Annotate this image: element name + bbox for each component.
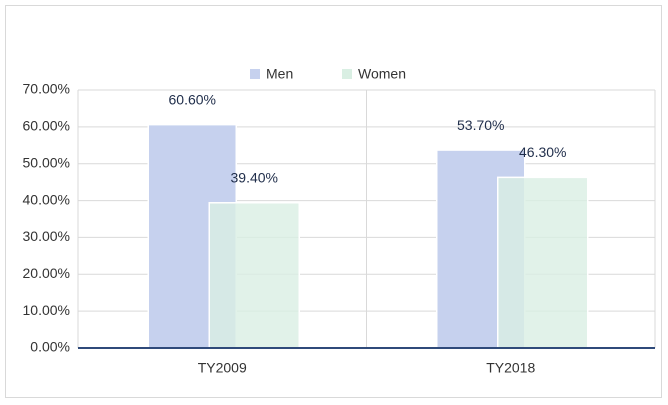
y-tick-label: 30.00%: [23, 228, 70, 244]
y-tick-label: 10.00%: [23, 302, 70, 318]
legend-swatch: [342, 69, 352, 79]
y-tick-label: 40.00%: [23, 191, 70, 207]
y-tick-label: 60.00%: [23, 118, 70, 134]
x-tick-label: TY2018: [486, 360, 535, 376]
y-tick-label: 0.00%: [30, 339, 70, 355]
y-tick-label: 20.00%: [23, 265, 70, 281]
data-label: 46.30%: [519, 144, 566, 160]
data-label: 60.60%: [169, 91, 216, 107]
bar: [497, 176, 589, 349]
legend-label: Men: [266, 66, 293, 82]
y-tick-label: 70.00%: [23, 81, 70, 97]
data-label: 53.70%: [457, 117, 504, 133]
legend-label: Women: [358, 66, 406, 82]
legend-swatch: [250, 69, 260, 79]
y-tick-label: 50.00%: [23, 154, 70, 170]
bar: [208, 202, 300, 349]
data-label: 39.40%: [231, 169, 278, 185]
x-tick-label: TY2009: [198, 360, 247, 376]
